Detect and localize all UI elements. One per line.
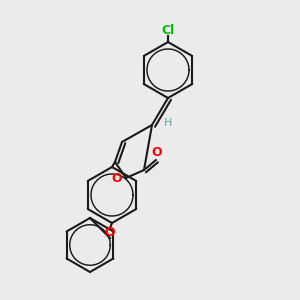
Text: O: O (152, 146, 162, 160)
Text: H: H (164, 118, 172, 128)
Text: Cl: Cl (161, 25, 175, 38)
Text: O: O (105, 226, 115, 239)
Text: O: O (112, 172, 122, 184)
